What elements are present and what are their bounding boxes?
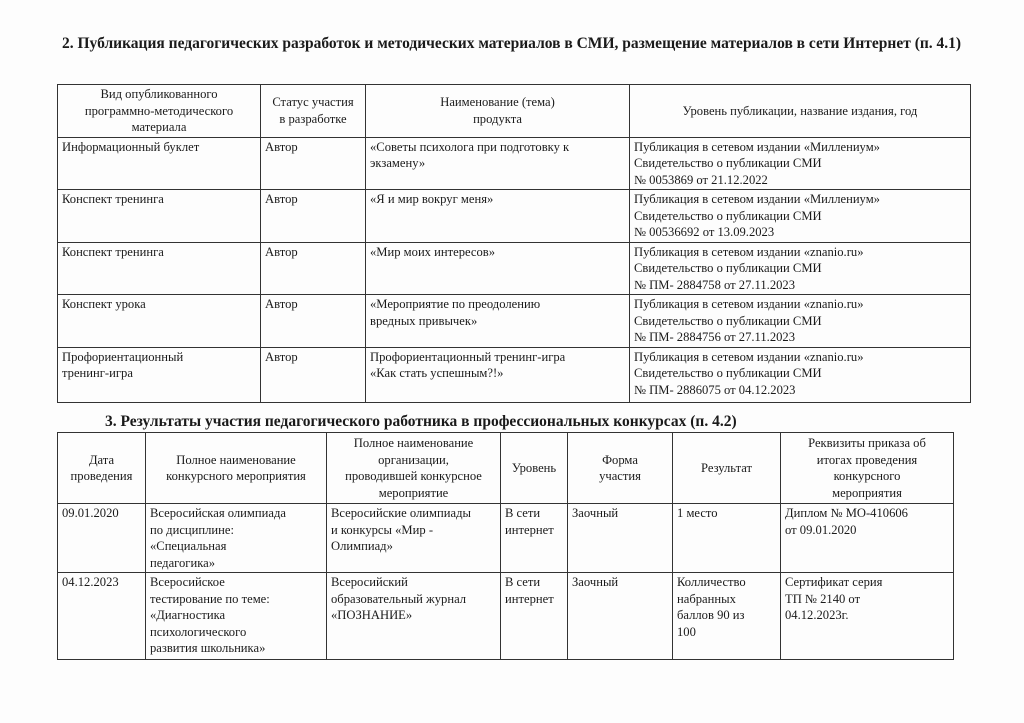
section-3-title: 3. Результаты участия педагогического ра… [105, 413, 737, 430]
column-header: Вид опубликованного программно-методичес… [57, 84, 261, 138]
table-row: Информационный буклет Автор «Советы психол… [57, 136, 971, 190]
table-cell: Всеросийский образовательный журнал «ПОЗ… [326, 572, 501, 660]
contests-table: Дата проведения Полное наименование конку… [57, 432, 954, 660]
table-cell: Автор [260, 346, 366, 403]
table-cell: «Я и мир вокруг меня» [365, 189, 630, 243]
table-cell: Конспект урока [57, 294, 261, 348]
column-header: Полное наименование конкурсного мероприя… [145, 432, 327, 504]
column-header: Наименование (тема) продукта [365, 84, 630, 138]
table-row: Конспект тренинга Автор «Я и мир вокруг ме… [57, 189, 971, 243]
table-cell: Колличество набранных баллов 90 из 100 [672, 572, 781, 660]
table-cell: Публикация в сетевом издании «znanio.ru»… [629, 241, 971, 295]
table-row: 04.12.2023 Всеросийское тестирование по т… [57, 572, 954, 660]
table-cell: Автор [260, 189, 366, 243]
table-cell: Конспект тренинга [57, 189, 261, 243]
publications-table: Вид опубликованного программно-методичес… [57, 84, 971, 403]
table-header-row: Дата проведения Полное наименование конку… [57, 432, 954, 504]
table-cell: Публикация в сетевом издании «znanio.ru»… [629, 346, 971, 403]
table-cell: Конспект тренинга [57, 241, 261, 295]
table-cell: «Мир моих интересов» [365, 241, 630, 295]
table-row: Конспект тренинга Автор «Мир моих интересо… [57, 241, 971, 295]
table-cell: Публикация в сетевом издании «Миллениум»… [629, 136, 971, 190]
column-header: Результат [672, 432, 781, 504]
table-cell: Заочный [567, 572, 673, 660]
section-2-title: 2. Публикация педагогических разработок … [62, 35, 962, 52]
table-cell: Профориентационный тренинг-игра «Как ста… [365, 346, 630, 403]
column-header: Полное наименование организации, проводи… [326, 432, 501, 504]
table-cell: «Мероприятие по преодолению вредных прив… [365, 294, 630, 348]
table-cell: В сети интернет [500, 503, 568, 573]
table-cell: Всеросийские олимпиады и конкурсы «Мир -… [326, 503, 501, 573]
table-cell: Всеросийское тестирование по теме: «Диаг… [145, 572, 327, 660]
table-cell: «Советы психолога при подготовку к экзам… [365, 136, 630, 190]
column-header: Дата проведения [57, 432, 146, 504]
table-cell: Диплом № МО-410606 от 09.01.2020 [780, 503, 954, 573]
table-cell: Публикация в сетевом издании «znanio.ru»… [629, 294, 971, 348]
table-cell: Профориентационный тренинг-игра [57, 346, 261, 403]
table-row: 09.01.2020 Всеросийская олимпиада по дисц… [57, 503, 954, 573]
table-cell: В сети интернет [500, 572, 568, 660]
table-cell: Сертификат серия ТП № 2140 от 04.12.2023… [780, 572, 954, 660]
table-cell: 09.01.2020 [57, 503, 146, 573]
table-cell: Автор [260, 136, 366, 190]
table-header-row: Вид опубликованного программно-методичес… [57, 84, 971, 138]
table-row: Профориентационный тренинг-игра Автор Проф… [57, 346, 971, 403]
table-cell: Автор [260, 294, 366, 348]
table-cell: 04.12.2023 [57, 572, 146, 660]
table-cell: Заочный [567, 503, 673, 573]
column-header: Уровень публикации, название издания, го… [629, 84, 971, 138]
table-cell: Всеросийская олимпиада по дисциплине: «С… [145, 503, 327, 573]
table-cell: Публикация в сетевом издании «Миллениум»… [629, 189, 971, 243]
column-header: Форма участия [567, 432, 673, 504]
column-header: Уровень [500, 432, 568, 504]
table-row: Конспект урока Автор «Мероприятие по преод… [57, 294, 971, 348]
column-header: Реквизиты приказа об итогах проведения к… [780, 432, 954, 504]
table-cell: Автор [260, 241, 366, 295]
column-header: Статус участия в разработке [260, 84, 366, 138]
table-cell: 1 место [672, 503, 781, 573]
table-cell: Информационный буклет [57, 136, 261, 190]
